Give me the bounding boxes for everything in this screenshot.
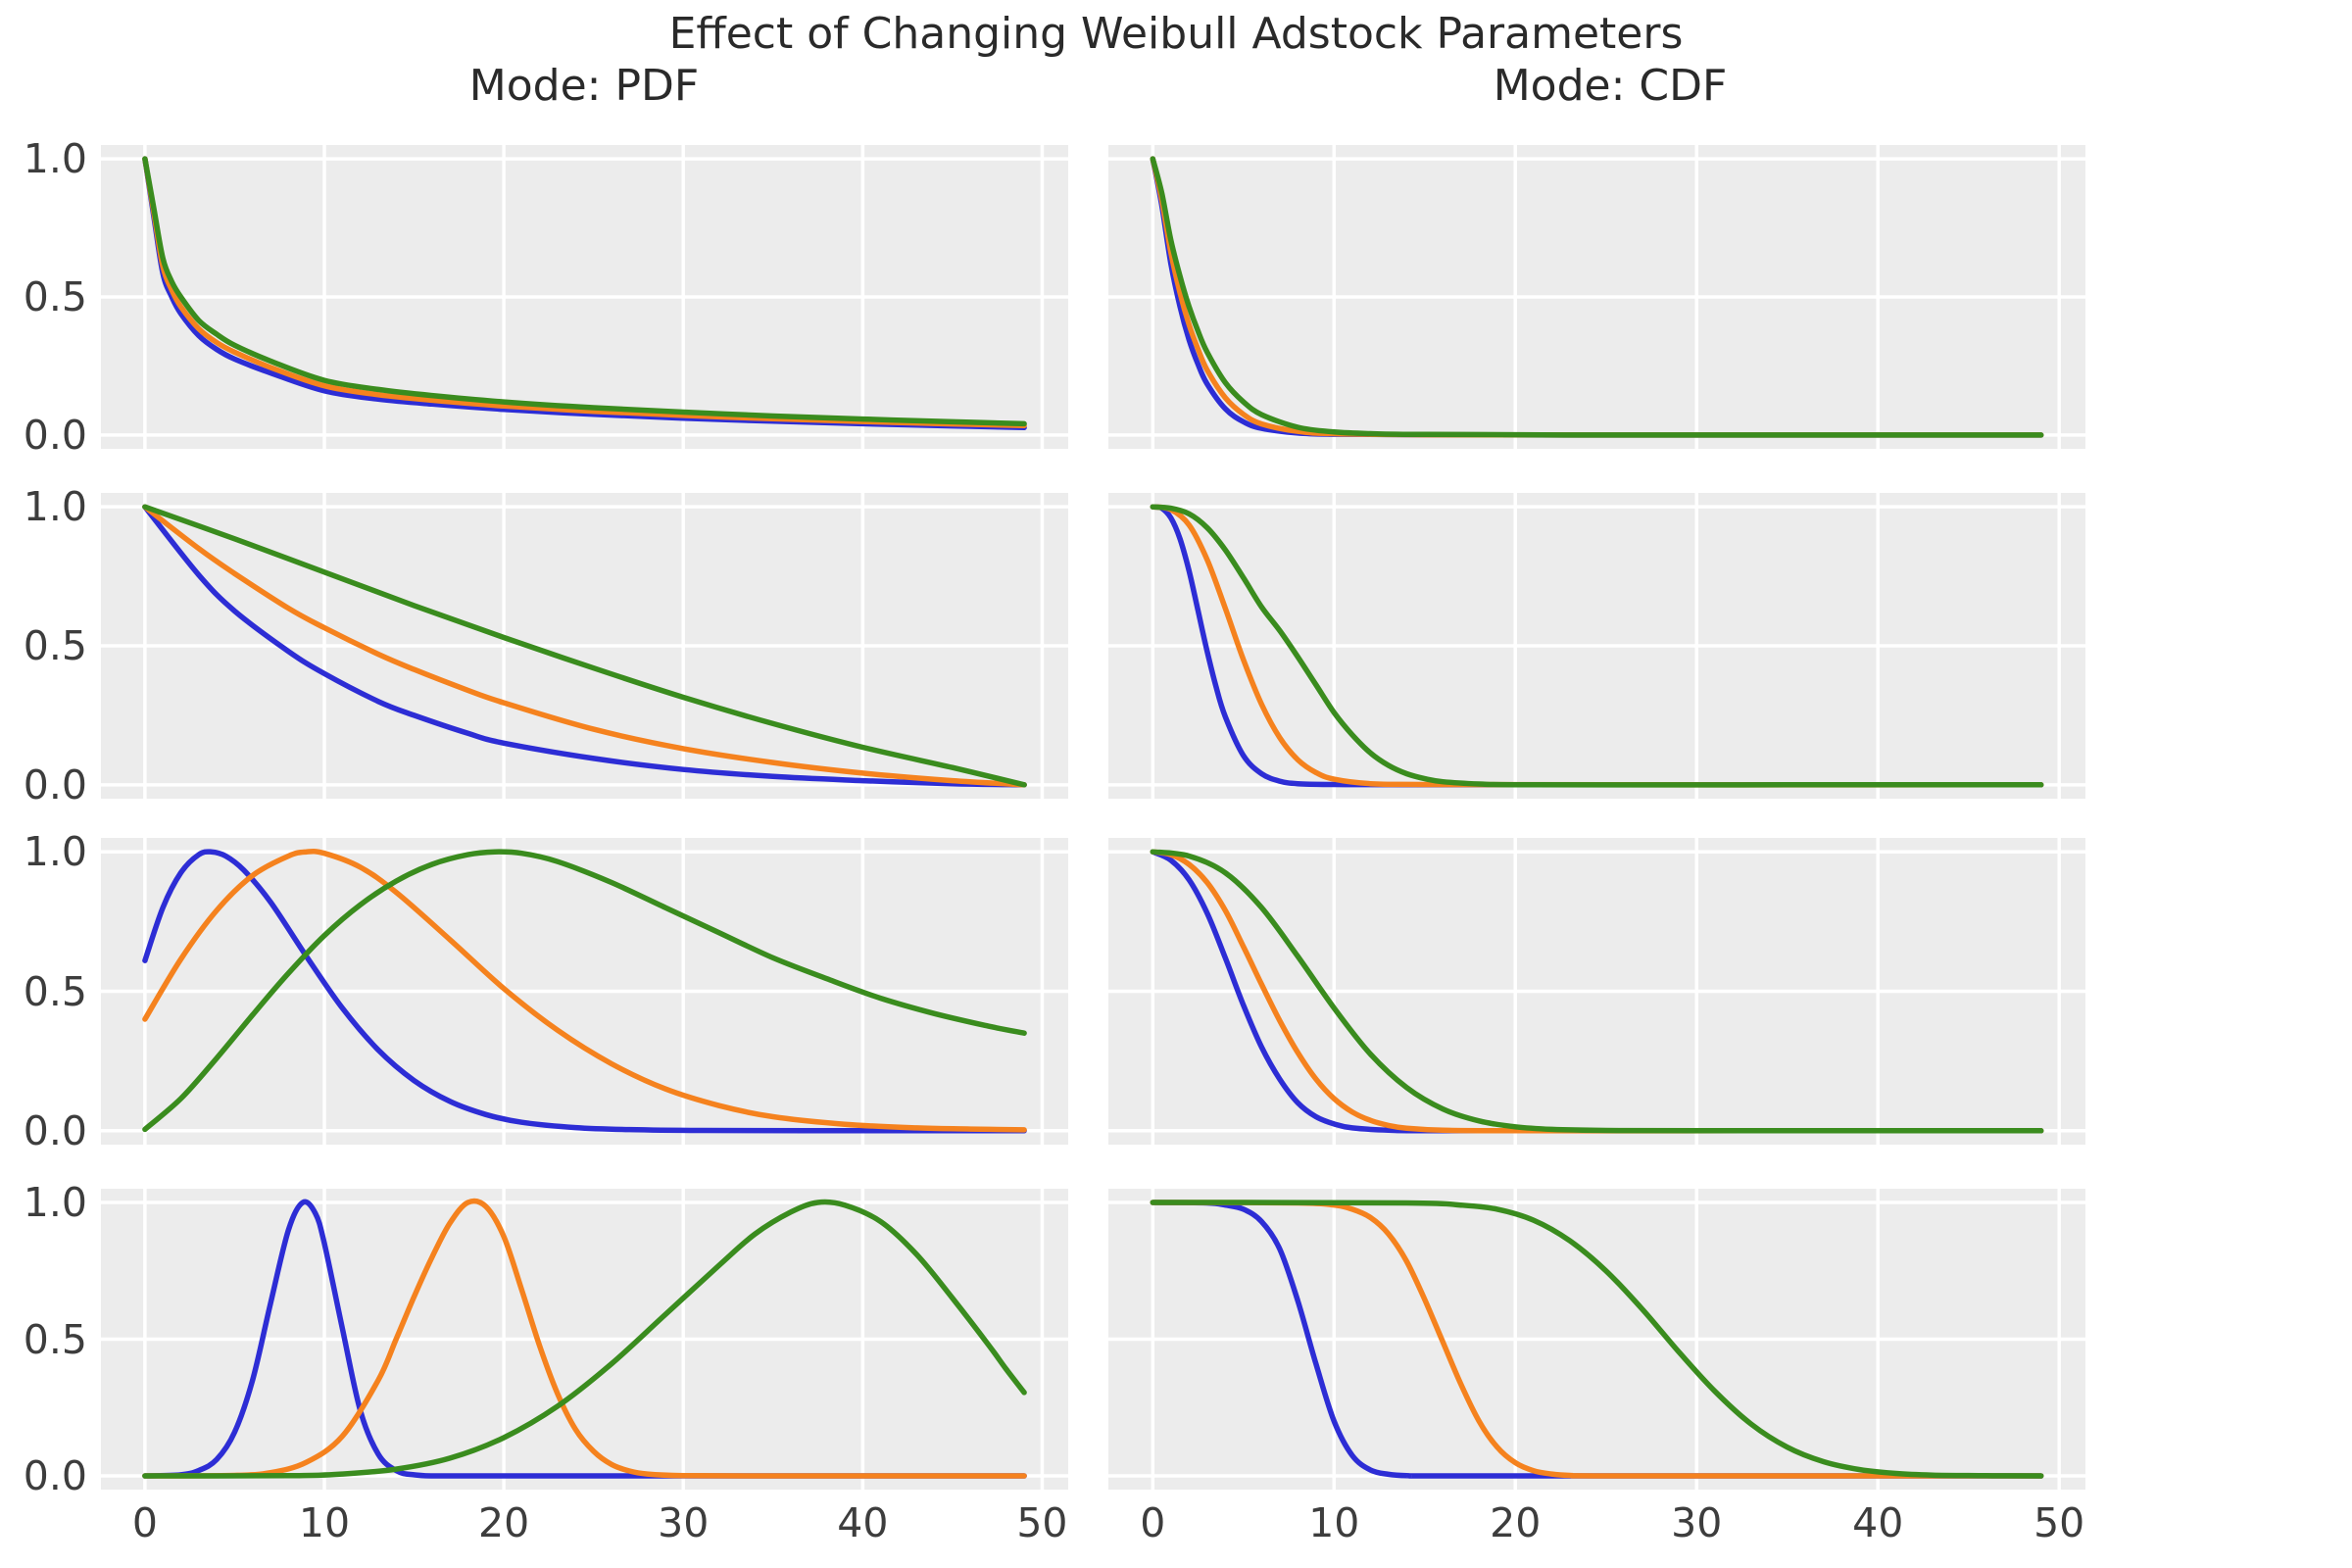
- y-tick-label: 0.0: [23, 1106, 87, 1154]
- x-tick-label: 30: [658, 1499, 710, 1546]
- y-tick-label: 0.5: [23, 622, 87, 669]
- x-tick-label: 40: [837, 1499, 889, 1546]
- x-tick-label: 10: [1308, 1499, 1360, 1546]
- x-tick-label: 10: [298, 1499, 351, 1546]
- subplot-title-cdf: Mode: CDF: [1493, 61, 1728, 111]
- curve-green: [142, 504, 1027, 788]
- y-tick-label: 0.0: [23, 411, 87, 459]
- curve-orange: [142, 504, 1027, 788]
- subplot-title-pdf: Mode: PDF: [468, 61, 700, 111]
- x-tick-label: 20: [1490, 1499, 1542, 1546]
- subplot-pdf-row4: [101, 1189, 1068, 1490]
- curve-green: [1150, 1200, 2044, 1479]
- x-tick-label: 0: [1140, 1499, 1166, 1546]
- y-tick-label: 0.0: [23, 1452, 87, 1500]
- x-tick-label: 50: [1016, 1499, 1068, 1546]
- subplot-cdf-row1: [1108, 145, 2085, 449]
- subplot-pdf-row3: [101, 838, 1068, 1145]
- curve-green: [142, 156, 1027, 427]
- curve-blue: [142, 849, 1027, 1134]
- curve-green: [142, 1199, 1027, 1479]
- curve-orange: [1150, 1200, 2044, 1479]
- curve-green: [1150, 849, 2044, 1134]
- subplot-cdf-row3: [1108, 838, 2085, 1145]
- y-tick-label: 1.0: [23, 828, 87, 876]
- subplot-pdf-row1: [101, 145, 1068, 449]
- y-tick-label: 1.0: [23, 1178, 87, 1226]
- curve-green: [1150, 504, 2044, 788]
- subplot-pdf-row2: [101, 493, 1068, 799]
- figure-title: Effect of Changing Weibull Adstock Param…: [668, 9, 1684, 59]
- subplot-cdf-row2: [1108, 493, 2085, 799]
- y-tick-label: 0.5: [23, 1315, 87, 1363]
- curve-orange: [142, 156, 1027, 429]
- curve-blue: [142, 1199, 1027, 1479]
- x-tick-label: 50: [2034, 1499, 2085, 1546]
- curve-orange: [142, 849, 1027, 1133]
- curve-orange: [142, 1198, 1027, 1479]
- y-tick-label: 0.0: [23, 760, 87, 808]
- subplot-cdf-row4: [1108, 1189, 2085, 1490]
- x-tick-label: 40: [1852, 1499, 1904, 1546]
- x-tick-label: 0: [131, 1499, 158, 1546]
- y-tick-label: 0.5: [23, 967, 87, 1015]
- curve-blue: [142, 504, 1027, 788]
- y-tick-label: 1.0: [23, 135, 87, 183]
- y-tick-label: 1.0: [23, 483, 87, 531]
- x-tick-label: 30: [1671, 1499, 1723, 1546]
- x-tick-label: 20: [478, 1499, 530, 1546]
- curve-green: [1150, 156, 2044, 438]
- curve-green: [142, 849, 1027, 1133]
- y-tick-label: 0.5: [23, 273, 87, 320]
